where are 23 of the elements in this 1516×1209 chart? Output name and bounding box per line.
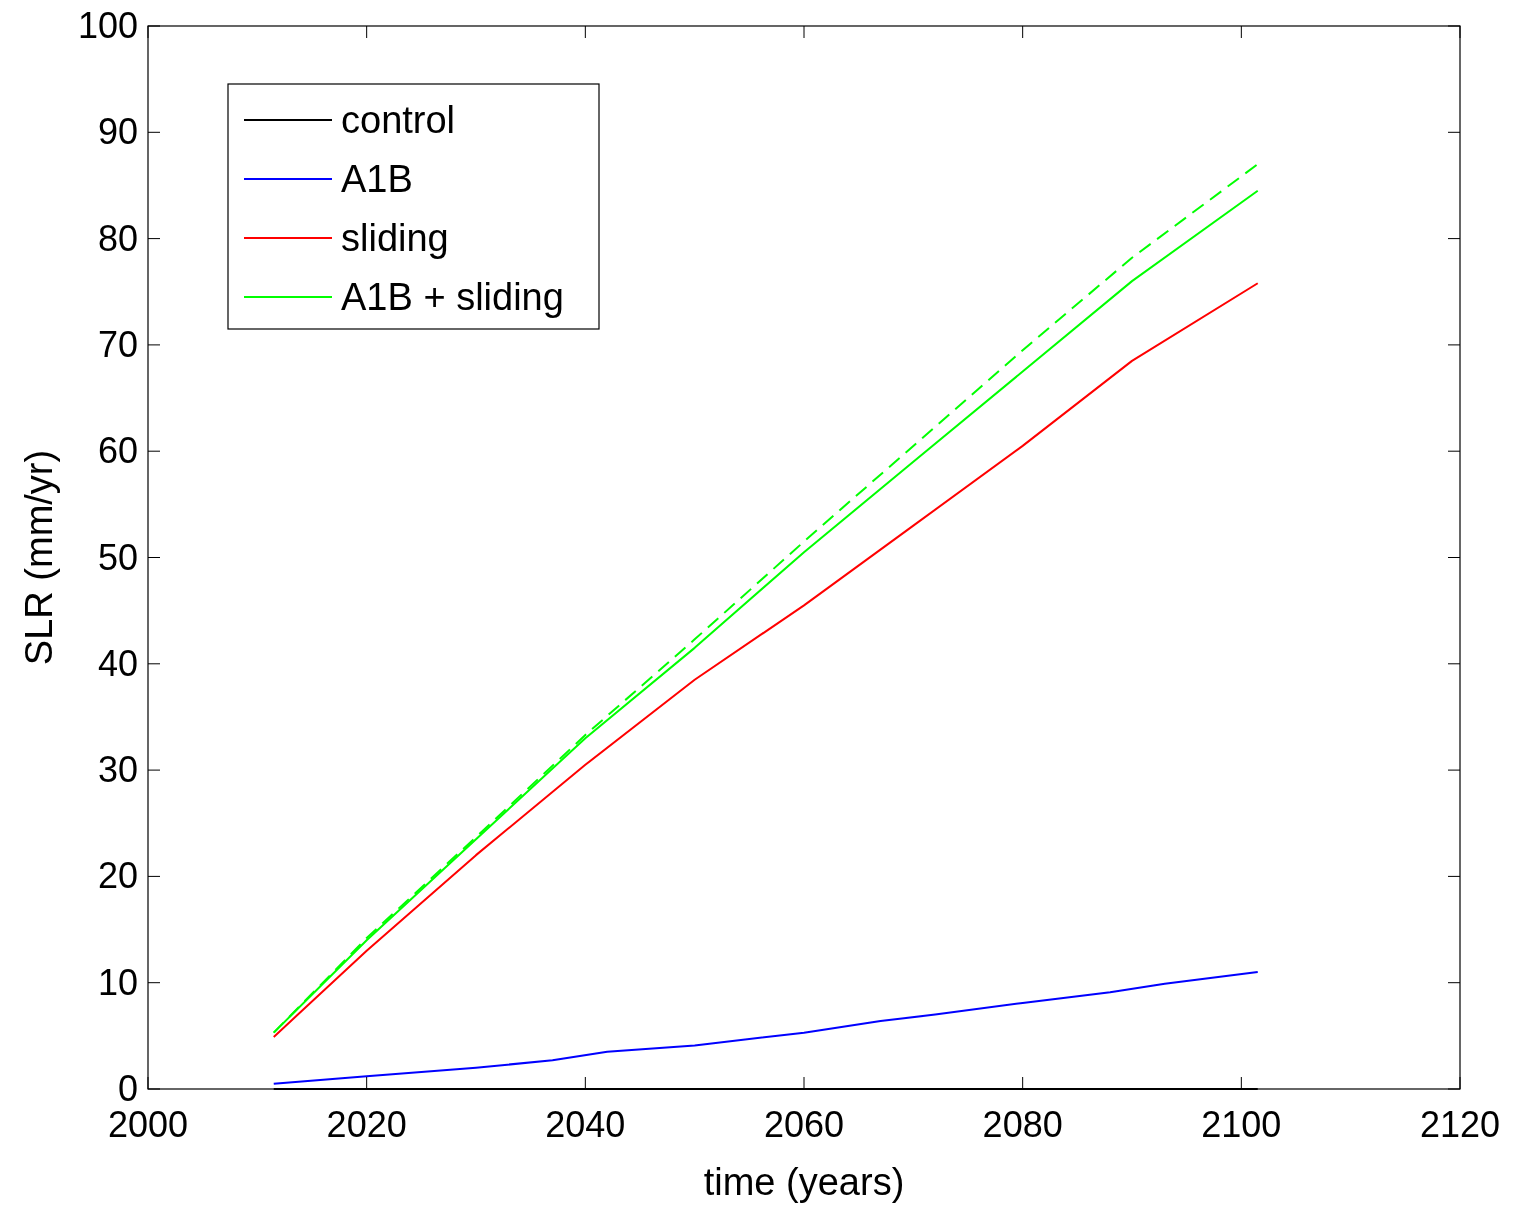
x-tick-label: 2060 xyxy=(763,1104,845,1145)
y-tick-label: 50 xyxy=(97,536,138,578)
legend-label: A1B + sliding xyxy=(341,276,564,318)
x-tick-label: 2080 xyxy=(982,1104,1063,1145)
legend-label: sliding xyxy=(341,217,449,259)
legend-label: control xyxy=(341,99,456,141)
y-tick-label: 70 xyxy=(97,323,138,365)
y-tick-label: 60 xyxy=(97,430,138,472)
x-tick-label: 2100 xyxy=(1201,1104,1282,1145)
x-tick-label: 2040 xyxy=(545,1104,626,1145)
y-axis-title: SLR (mm/yr) xyxy=(18,449,60,666)
legend-label: A1B xyxy=(341,158,413,200)
y-tick-label: 100 xyxy=(77,5,138,46)
y-tick-label: 30 xyxy=(97,749,138,791)
y-tick-label: 20 xyxy=(97,855,138,897)
x-tick-label: 2120 xyxy=(1419,1104,1501,1145)
x-tick-label: 2020 xyxy=(326,1104,407,1145)
y-tick-label: 10 xyxy=(97,961,138,1003)
y-tick-label: 80 xyxy=(97,217,138,259)
line-series xyxy=(272,971,1259,1085)
y-tick-label: 90 xyxy=(97,111,138,153)
y-tick-label: 40 xyxy=(97,642,138,684)
x-axis-title: time (years) xyxy=(703,1161,905,1203)
